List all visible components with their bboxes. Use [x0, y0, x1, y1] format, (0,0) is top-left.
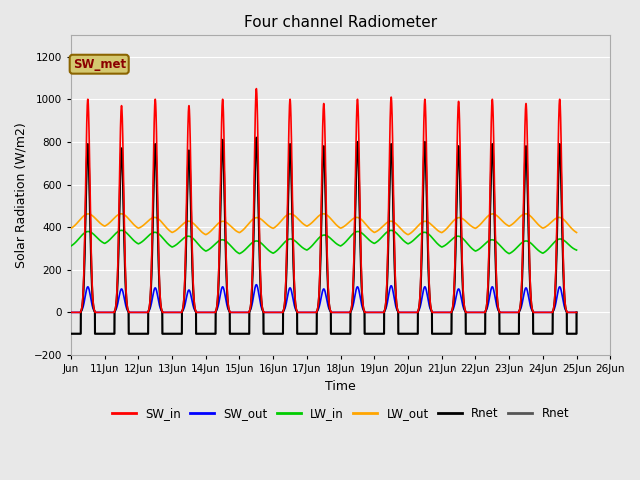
- X-axis label: Time: Time: [325, 380, 356, 393]
- Title: Four channel Radiometer: Four channel Radiometer: [244, 15, 437, 30]
- Text: SW_met: SW_met: [73, 58, 126, 71]
- Legend: SW_in, SW_out, LW_in, LW_out, Rnet, Rnet: SW_in, SW_out, LW_in, LW_out, Rnet, Rnet: [108, 402, 573, 425]
- Y-axis label: Solar Radiation (W/m2): Solar Radiation (W/m2): [15, 122, 28, 268]
